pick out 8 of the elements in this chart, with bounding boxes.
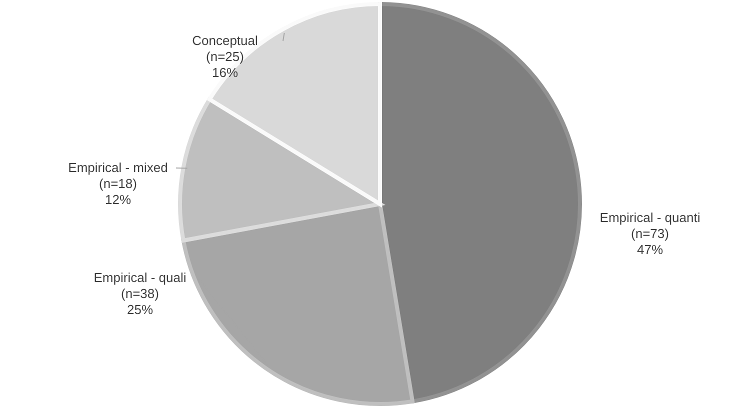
data-label: (n=18) 12% xyxy=(99,176,137,207)
data-label: (n=73) 47% xyxy=(631,226,669,257)
slice-label: Empirical - mixed xyxy=(68,160,168,175)
slice-label: Empirical - quanti xyxy=(600,210,700,225)
data-label: (n=38) 25% xyxy=(121,286,159,317)
data-label: (n=25) 16% xyxy=(206,49,244,80)
slice-label: Empirical - quali xyxy=(94,270,186,285)
slice-label: Conceptual xyxy=(192,33,258,48)
